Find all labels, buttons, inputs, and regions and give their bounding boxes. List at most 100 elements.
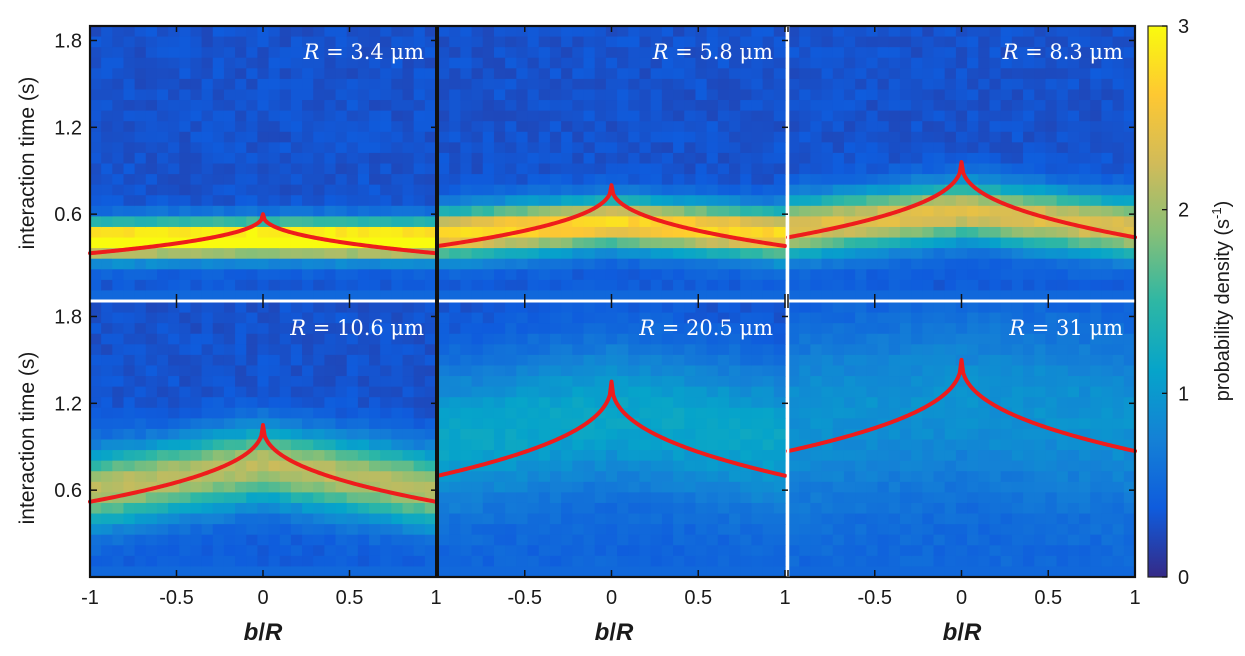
heatmap-cell (538, 57, 551, 69)
heatmap-cell (855, 131, 867, 143)
heatmap-cell (594, 386, 607, 398)
heatmap-cell (650, 524, 663, 536)
heatmap-cell (695, 57, 708, 69)
heatmap-cell (855, 152, 867, 165)
heatmap-cell (90, 226, 102, 239)
heatmap-cell (1067, 481, 1080, 493)
heatmap-cell (449, 481, 461, 493)
heatmap-cell (773, 174, 786, 186)
heatmap-cell (978, 534, 991, 546)
heatmap-cell (391, 152, 404, 165)
heatmap-cell (799, 47, 811, 59)
heatmap-cell (922, 205, 935, 217)
heatmap-cell (324, 142, 337, 154)
heatmap-cell (460, 418, 473, 430)
heatmap-cell (212, 354, 225, 367)
heatmap-cell (471, 333, 484, 345)
heatmap-cell (168, 184, 180, 196)
heatmap-cell (313, 386, 325, 398)
heatmap-cell (673, 492, 685, 504)
heatmap-cell (268, 226, 281, 239)
heatmap-cell (145, 78, 158, 91)
heatmap-cell (572, 163, 585, 175)
heatmap-cell (438, 68, 450, 80)
heatmap-cell (223, 502, 236, 515)
heatmap-cell (549, 513, 562, 525)
heatmap-cell (438, 492, 450, 504)
heatmap-cell (673, 78, 685, 91)
heatmap-cell (740, 226, 753, 239)
heatmap-cell (460, 216, 473, 228)
heatmap-cell (212, 216, 225, 228)
heatmap-cell (661, 344, 674, 356)
heatmap-cell (717, 121, 730, 133)
heatmap-cell (650, 89, 663, 101)
heatmap-cell (1112, 184, 1125, 196)
heatmap-cell (684, 312, 697, 324)
heatmap-cell (482, 354, 495, 367)
heatmap-cell (810, 47, 823, 59)
heatmap-cell (855, 205, 867, 217)
heatmap-cell (717, 365, 730, 377)
heatmap-cell (346, 513, 359, 525)
heatmap-cell (762, 226, 775, 239)
heatmap-cell (112, 216, 125, 228)
heatmap-cell (168, 152, 180, 165)
heatmap-cell (628, 354, 641, 367)
heatmap-cell (810, 258, 823, 270)
heatmap-cell (762, 269, 775, 281)
heatmap-cell (695, 258, 708, 270)
heatmap-cell (1000, 439, 1013, 451)
heatmap-cell (788, 386, 800, 398)
heatmap-cell (911, 47, 923, 59)
heatmap-cell (888, 195, 901, 207)
heatmap-cell (583, 121, 596, 133)
heatmap-cell (268, 237, 281, 249)
heatmap-cell (944, 258, 957, 270)
heatmap-cell (101, 279, 113, 292)
heatmap-cell (594, 312, 607, 324)
heatmap-cell (179, 290, 192, 302)
heatmap-cell (717, 386, 730, 398)
heatmap-cell (402, 131, 415, 143)
heatmap-cell (335, 524, 348, 536)
heatmap-cell (402, 100, 415, 112)
heatmap-cell (594, 460, 607, 472)
heatmap-cell (899, 121, 912, 133)
heatmap-cell (369, 290, 381, 302)
heatmap-cell (1011, 407, 1024, 419)
heatmap-cell (90, 386, 102, 398)
heatmap-cell (1056, 534, 1069, 546)
heatmap-cell (888, 397, 901, 409)
heatmap-cell (877, 237, 890, 249)
heatmap-cell (112, 237, 125, 249)
heatmap-cell (402, 524, 415, 536)
heatmap-cell (967, 290, 979, 302)
heatmap-cell (112, 110, 125, 122)
heatmap-cell (460, 205, 473, 217)
heatmap-cell (201, 460, 214, 472)
heatmap-cell (90, 354, 102, 367)
heatmap-cell (413, 57, 426, 69)
heatmap-cell (90, 492, 102, 504)
heatmap-cell (1112, 100, 1125, 112)
heatmap-cell (955, 205, 968, 217)
fit-curve (786, 160, 1137, 240)
heatmap-cell (695, 131, 708, 143)
heatmap-cell (762, 36, 775, 48)
heatmap-cell (911, 312, 923, 324)
heatmap-cell (134, 323, 147, 335)
heatmap-cell (145, 502, 158, 515)
heatmap-cell (471, 26, 484, 38)
heatmap-cell (1011, 481, 1024, 493)
heatmap-cell (112, 184, 125, 196)
heatmap-cell (1023, 258, 1035, 270)
panel-label-eq: = (1018, 40, 1049, 64)
heatmap-cell (179, 344, 192, 356)
heatmap-cell (583, 312, 596, 324)
heatmap-cell (145, 492, 158, 504)
heatmap-cell (706, 195, 719, 207)
heatmap-cell (302, 545, 314, 557)
heatmap-cell (605, 481, 618, 493)
heatmap-cell (955, 323, 968, 335)
